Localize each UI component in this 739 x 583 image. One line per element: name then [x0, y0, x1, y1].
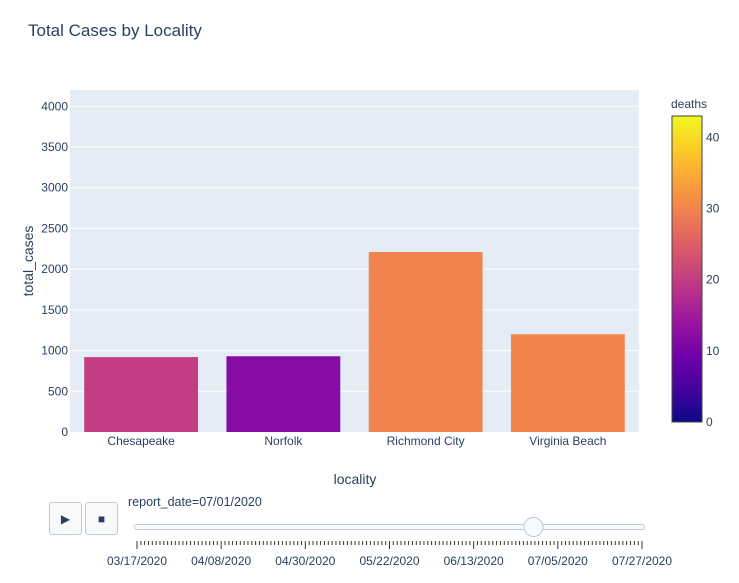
slider-date-label: 07/27/2020	[612, 554, 672, 568]
slider-date-label: 04/08/2020	[191, 554, 251, 568]
slider-current-label: report_date=07/01/2020	[128, 495, 262, 509]
x-axis-title: locality	[334, 471, 377, 487]
slider-date-label: 05/22/2020	[359, 554, 419, 568]
y-tick-label: 500	[48, 384, 68, 398]
play-icon: ▶	[60, 511, 71, 526]
colorbar-tick-label: 0	[706, 415, 713, 429]
colorbar-ticks: 0 10 20 30 40	[706, 130, 720, 429]
y-tick-label: 1500	[41, 303, 68, 317]
slider-labels: 03/17/2020 04/08/2020 04/30/2020 05/22/2020…	[107, 554, 672, 568]
y-axis-ticks: 0 500 1000 1500 2000 2500 3000 3500 4000	[41, 99, 68, 439]
stop-button[interactable]: ■	[85, 502, 118, 535]
bar[interactable]	[368, 252, 483, 432]
x-tick-label: Chesapeake	[107, 434, 175, 448]
colorbar-tick-label: 30	[706, 202, 720, 216]
x-tick-label: Virginia Beach	[529, 434, 606, 448]
bar[interactable]	[510, 334, 625, 432]
y-tick-label: 2000	[41, 262, 68, 276]
colorbar-tick-label: 10	[706, 344, 720, 358]
colorbar	[671, 115, 703, 423]
y-tick-label: 3000	[41, 181, 68, 195]
slider-date-label: 07/05/2020	[528, 554, 588, 568]
colorbar-title: deaths	[671, 97, 707, 111]
bar[interactable]	[226, 356, 341, 432]
slider-date-label: 03/17/2020	[107, 554, 167, 568]
stop-icon: ■	[97, 511, 106, 526]
colorbar-tick-label: 20	[706, 273, 720, 287]
colorbar-tick-label: 40	[706, 130, 720, 144]
y-tick-label: 3500	[41, 140, 68, 154]
y-tick-label: 2500	[41, 221, 68, 235]
x-tick-label: Norfolk	[264, 434, 303, 448]
y-tick-label: 4000	[41, 99, 68, 113]
x-axis-ticks: Chesapeake Norfolk Richmond City Virginia B…	[107, 434, 606, 448]
play-button[interactable]: ▶	[49, 502, 82, 535]
slider-handle[interactable]	[523, 517, 544, 537]
slider-date-label: 04/30/2020	[275, 554, 335, 568]
y-axis-title: total_cases	[20, 226, 36, 297]
slider-ticks	[136, 541, 643, 549]
y-tick-label: 0	[61, 425, 68, 439]
bar[interactable]	[84, 357, 199, 432]
x-tick-label: Richmond City	[387, 434, 465, 448]
bars	[84, 252, 625, 432]
chart-title: Total Cases by Locality	[28, 21, 202, 40]
slider-date-label: 06/13/2020	[444, 554, 504, 568]
y-tick-label: 1000	[41, 344, 68, 358]
